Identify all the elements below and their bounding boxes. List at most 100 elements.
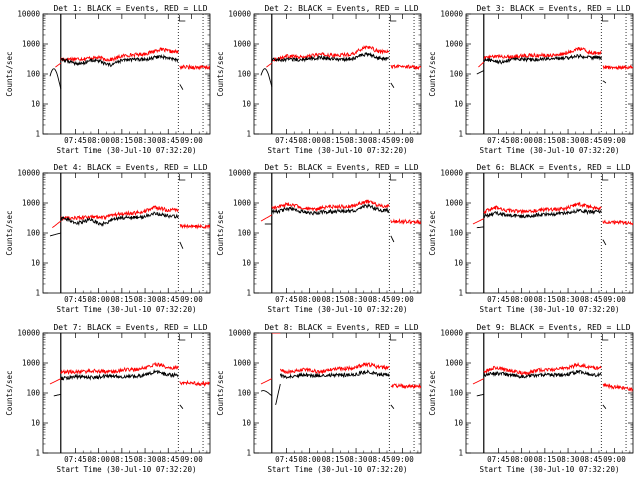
events-series-segment-1: [60, 53, 179, 68]
events-series-segment-0: [476, 393, 484, 397]
lld-series-segment-0: [49, 378, 61, 385]
events-series-segment-0: [476, 70, 484, 75]
x-tick-label: 07:45: [275, 295, 298, 304]
lld-series-segment-0: [472, 378, 484, 385]
x-tick-label: 08:30: [557, 455, 580, 464]
plot-frame: [253, 13, 422, 135]
lld-series-segment-0: [52, 220, 62, 229]
lld-series-segment-0: [260, 214, 273, 222]
x-tick-label: 07:45: [275, 136, 298, 145]
x-tick-label: 09:00: [180, 136, 203, 145]
chart-title: Det 5: BLACK = Events, RED = LLD: [264, 163, 418, 172]
events-series-segment-0: [49, 232, 61, 237]
interval-bracket: [601, 174, 609, 181]
lld-series-segment-2: [602, 219, 633, 226]
y-tick-label: 1: [35, 289, 40, 298]
x-tick-label: 07:45: [487, 455, 510, 464]
plot-frame: [465, 332, 634, 454]
x-axis-label: Start Time (30-Jul-10 07:32:20): [57, 146, 197, 155]
chart-panel-3: Det 3: BLACK = Events, RED = LLD 1 10 100 10…: [428, 4, 634, 155]
events-series-segment-3: [390, 404, 395, 409]
chart-title: Det 3: BLACK = Events, RED = LLD: [476, 4, 630, 13]
events-series-segment-1: [483, 53, 602, 65]
x-tick-label: 08:45: [157, 136, 180, 145]
x-tick-label: 08:30: [345, 295, 368, 304]
chart-title: Det 7: BLACK = Events, RED = LLD: [53, 323, 207, 332]
y-tick-label: 1000: [445, 40, 464, 49]
x-axis-label: Start Time (30-Jul-10 07:32:20): [480, 146, 620, 155]
interval-bracket: [601, 334, 609, 341]
events-series-segment-2: [602, 80, 607, 84]
chart-panel-2: Det 2: BLACK = Events, RED = LLD 1 10 100 10…: [216, 4, 422, 155]
chart-panel-1: Det 1: BLACK = Events, RED = LLD 1 10 100 10…: [5, 4, 211, 155]
lld-series-segment-3: [390, 382, 421, 390]
x-tick-label: 08:15: [111, 295, 134, 304]
events-series-segment-1: [483, 207, 602, 219]
x-tick-label: 08:00: [298, 136, 321, 145]
y-tick-label: 1: [35, 449, 40, 458]
chart-title: Det 4: BLACK = Events, RED = LLD: [53, 163, 207, 172]
x-tick-label: 08:30: [345, 455, 368, 464]
x-tick-label: 08:15: [111, 136, 134, 145]
x-axis-label: Start Time (30-Jul-10 07:32:20): [57, 465, 197, 474]
x-tick-label: 08:15: [534, 455, 557, 464]
events-series-segment-1: [483, 369, 602, 379]
lld-series-segment-1: [271, 199, 390, 213]
y-tick-label: 10000: [228, 10, 251, 19]
lld-series-segment-2: [390, 64, 421, 71]
x-tick-label: 08:30: [557, 295, 580, 304]
y-axis-label: Counts/sec: [216, 210, 225, 255]
x-tick-label: 08:45: [580, 136, 603, 145]
x-tick-label: 08:00: [510, 295, 533, 304]
x-axis-label: Start Time (30-Jul-10 07:32:20): [480, 305, 620, 314]
y-tick-label: 10000: [228, 329, 251, 338]
y-axis-label: Counts/sec: [5, 370, 14, 415]
events-series-segment-2: [602, 239, 607, 246]
events-series-segment-0: [476, 226, 484, 229]
x-tick-label: 09:00: [603, 136, 626, 145]
lld-series-segment-2: [179, 223, 210, 230]
x-tick-label: 09:00: [391, 455, 414, 464]
lld-series-segment-0: [260, 378, 272, 385]
lld-series-segment-1: [483, 362, 602, 377]
y-tick-label: 10: [454, 259, 464, 268]
lld-series-segment-0: [266, 62, 273, 68]
y-tick-label: 1000: [445, 199, 464, 208]
plot-frame: [465, 172, 634, 294]
x-tick-label: 08:15: [534, 136, 557, 145]
plot-frame: [253, 172, 422, 294]
events-series-segment-2: [390, 82, 395, 88]
x-axis-label: Start Time (30-Jul-10 07:32:20): [268, 465, 408, 474]
y-axis-label: Counts/sec: [428, 51, 437, 96]
y-tick-label: 100: [237, 229, 251, 238]
chart-title: Det 9: BLACK = Events, RED = LLD: [476, 323, 630, 332]
x-tick-label: 08:30: [134, 136, 157, 145]
x-tick-label: 08:30: [134, 295, 157, 304]
y-tick-label: 100: [26, 70, 40, 79]
y-tick-label: 100: [449, 229, 463, 238]
plot-frame: [465, 13, 634, 135]
lld-series-segment-1: [60, 47, 179, 63]
interval-bracket: [178, 174, 186, 181]
lld-series-segment-0: [55, 62, 62, 68]
lld-series-segment-2: [602, 64, 633, 71]
interval-bracket: [389, 15, 397, 22]
y-tick-label: 10000: [440, 10, 463, 19]
lld-series-segment-2: [179, 63, 210, 71]
y-tick-label: 100: [237, 389, 251, 398]
interval-bracket: [601, 15, 609, 22]
lld-series-segment-2: [602, 382, 633, 393]
x-tick-label: 08:45: [157, 295, 180, 304]
y-axis-label: Counts/sec: [216, 51, 225, 96]
y-tick-label: 1000: [233, 359, 252, 368]
events-series-segment-2: [179, 241, 184, 249]
x-tick-label: 07:45: [275, 455, 298, 464]
x-tick-label: 08:00: [87, 295, 110, 304]
y-tick-label: 10000: [440, 169, 463, 178]
x-tick-label: 08:00: [298, 455, 321, 464]
lld-series-segment-1: [60, 361, 179, 376]
x-tick-label: 08:45: [157, 455, 180, 464]
y-tick-label: 10: [31, 259, 41, 268]
x-tick-label: 08:30: [557, 136, 580, 145]
